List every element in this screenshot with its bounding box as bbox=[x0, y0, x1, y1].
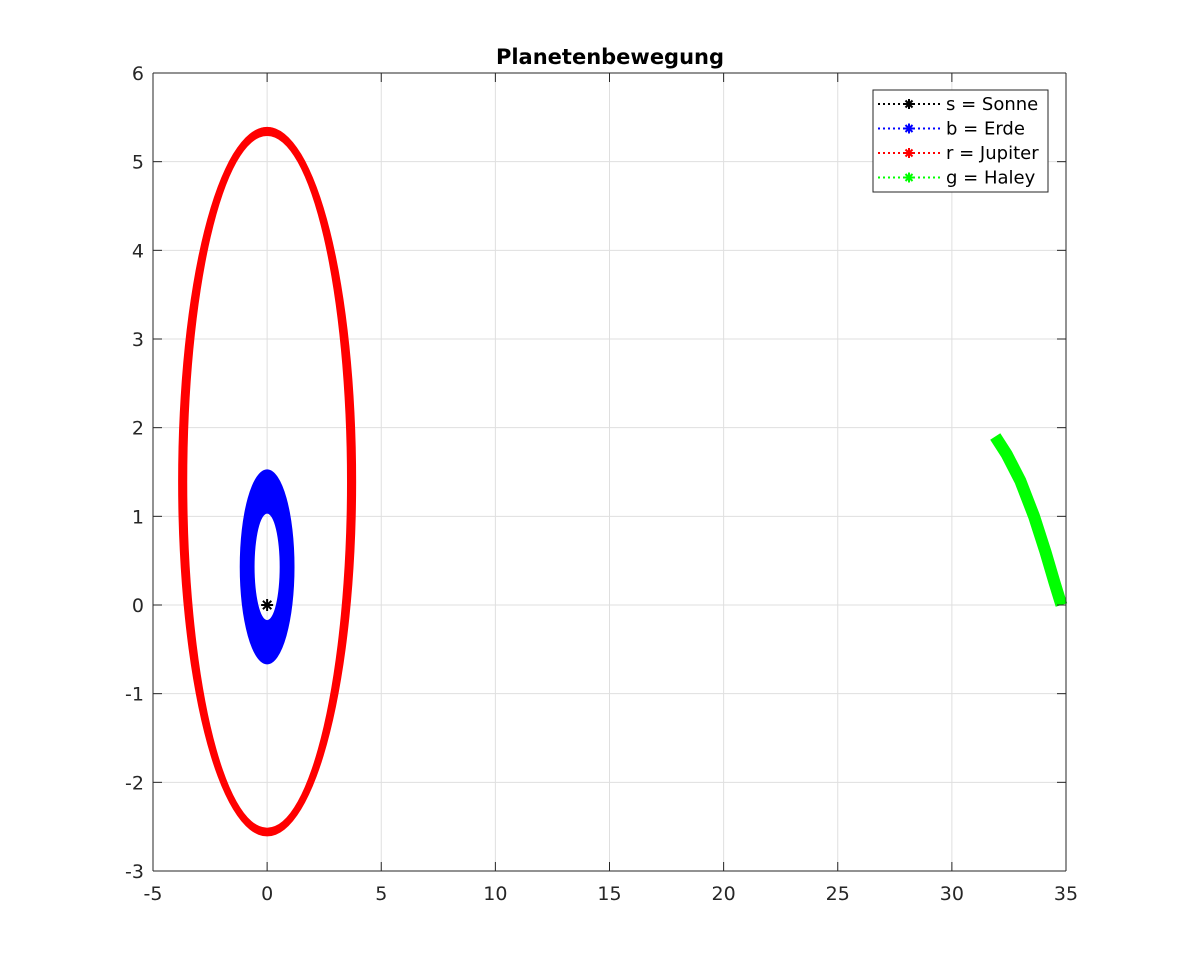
legend: s = Sonne b = Erde r = Jupiter g = Haley bbox=[872, 89, 1049, 193]
legend-box bbox=[872, 89, 1049, 193]
x-tick-label: 25 bbox=[826, 883, 850, 905]
legend-label: g = Haley bbox=[946, 168, 1036, 189]
x-tick-label: 35 bbox=[1054, 883, 1078, 905]
y-tick-label: 5 bbox=[132, 152, 144, 174]
haley-orbit-arc bbox=[990, 433, 1068, 607]
x-tick-label: 5 bbox=[375, 883, 387, 905]
legend-marker bbox=[904, 172, 914, 183]
legend-marker bbox=[904, 123, 914, 134]
x-tick-label: 0 bbox=[261, 883, 273, 905]
legend-marker bbox=[904, 148, 914, 158]
plot-area: -5 0 5 10 15 20 25 30 35 -3 -2 -1 0 1 2 3 4 5 6 bbox=[125, 63, 1078, 905]
y-tick-label: 1 bbox=[132, 506, 144, 528]
x-tick-label: 20 bbox=[712, 883, 736, 905]
y-tick-label: 6 bbox=[132, 63, 144, 85]
x-tick-label: 30 bbox=[940, 883, 964, 905]
chart-title: Planetenbewegung bbox=[496, 45, 724, 69]
erde-orbit-band bbox=[239, 469, 295, 665]
y-tick-label: -3 bbox=[125, 861, 144, 883]
y-tick-label: 0 bbox=[132, 595, 144, 617]
legend-label: b = Erde bbox=[946, 119, 1025, 140]
marker-stroke bbox=[904, 173, 914, 182]
marker-stroke bbox=[904, 99, 914, 109]
x-tick-label: -5 bbox=[144, 883, 163, 905]
y-tick-label: -1 bbox=[125, 684, 144, 706]
y-tick-label: 3 bbox=[132, 329, 144, 351]
marker-stroke bbox=[904, 148, 914, 158]
y-tick-label: 2 bbox=[132, 418, 144, 440]
x-tick-label: 10 bbox=[483, 883, 507, 905]
x-tick-label: 15 bbox=[597, 883, 621, 905]
legend-label: r = Jupiter bbox=[946, 143, 1039, 164]
legend-marker bbox=[904, 99, 914, 109]
sonne-point bbox=[261, 599, 274, 611]
marker-stroke bbox=[262, 600, 273, 610]
y-tick-label: -2 bbox=[125, 772, 144, 794]
legend-label: s = Sonne bbox=[946, 94, 1038, 115]
y-tick-label: 4 bbox=[132, 240, 144, 262]
marker-stroke bbox=[904, 124, 914, 133]
